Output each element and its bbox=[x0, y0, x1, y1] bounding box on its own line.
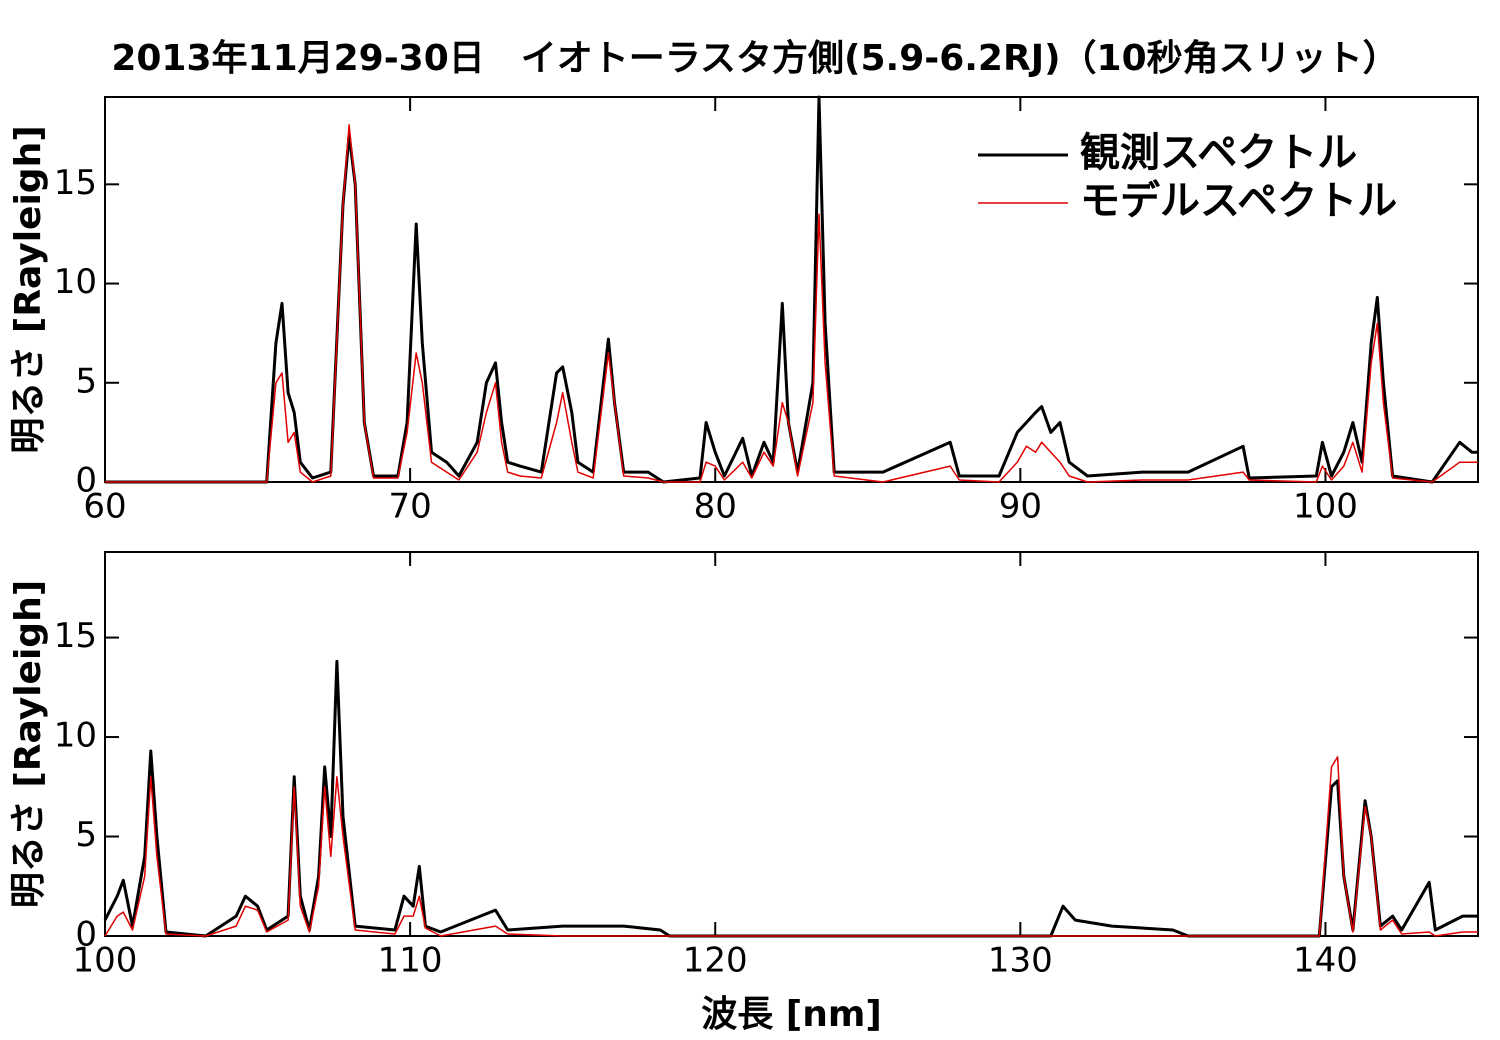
x-tick-label: 70 bbox=[388, 487, 431, 527]
y-tick-label: 0 bbox=[75, 915, 97, 955]
legend-label: モデルスペクトル bbox=[1080, 178, 1397, 224]
y-tick-label: 5 bbox=[75, 815, 97, 855]
plot-frame bbox=[104, 551, 1479, 937]
y-axis-label: 明るさ [Rayleigh] bbox=[8, 580, 49, 908]
y-tick-label: 10 bbox=[54, 262, 97, 302]
x-tick-label: 110 bbox=[378, 941, 443, 981]
y-tick-label: 5 bbox=[75, 361, 97, 401]
x-tick-label: 80 bbox=[694, 487, 737, 527]
legend-label: 観測スペクトル bbox=[1080, 130, 1357, 176]
spectrum-line bbox=[104, 756, 1478, 937]
y-tick-label: 10 bbox=[54, 716, 97, 756]
spectrum-line bbox=[105, 124, 1478, 483]
y-tick-label: 0 bbox=[75, 461, 97, 501]
x-tick-label: 140 bbox=[1293, 941, 1358, 981]
x-axis-label: 波長 [nm] bbox=[701, 994, 882, 1035]
plot-frame bbox=[104, 96, 1479, 483]
y-tick-label: 15 bbox=[54, 163, 97, 203]
x-tick-label: 90 bbox=[999, 487, 1042, 527]
x-tick-label: 120 bbox=[683, 941, 748, 981]
y-tick-label: 15 bbox=[54, 616, 97, 656]
spectrum-line bbox=[105, 95, 1478, 484]
x-tick-label: 60 bbox=[83, 487, 126, 527]
x-tick-label: 100 bbox=[73, 941, 138, 981]
y-axis-label: 明るさ [Rayleigh] bbox=[8, 125, 49, 453]
x-tick-label: 130 bbox=[988, 941, 1053, 981]
x-tick-label: 100 bbox=[1293, 487, 1358, 527]
chart-title: 2013年11月29-30日 イオトーラスタ方側(5.9-6.2RJ)（10秒角… bbox=[111, 38, 1398, 79]
spectrum-line bbox=[103, 659, 1478, 938]
